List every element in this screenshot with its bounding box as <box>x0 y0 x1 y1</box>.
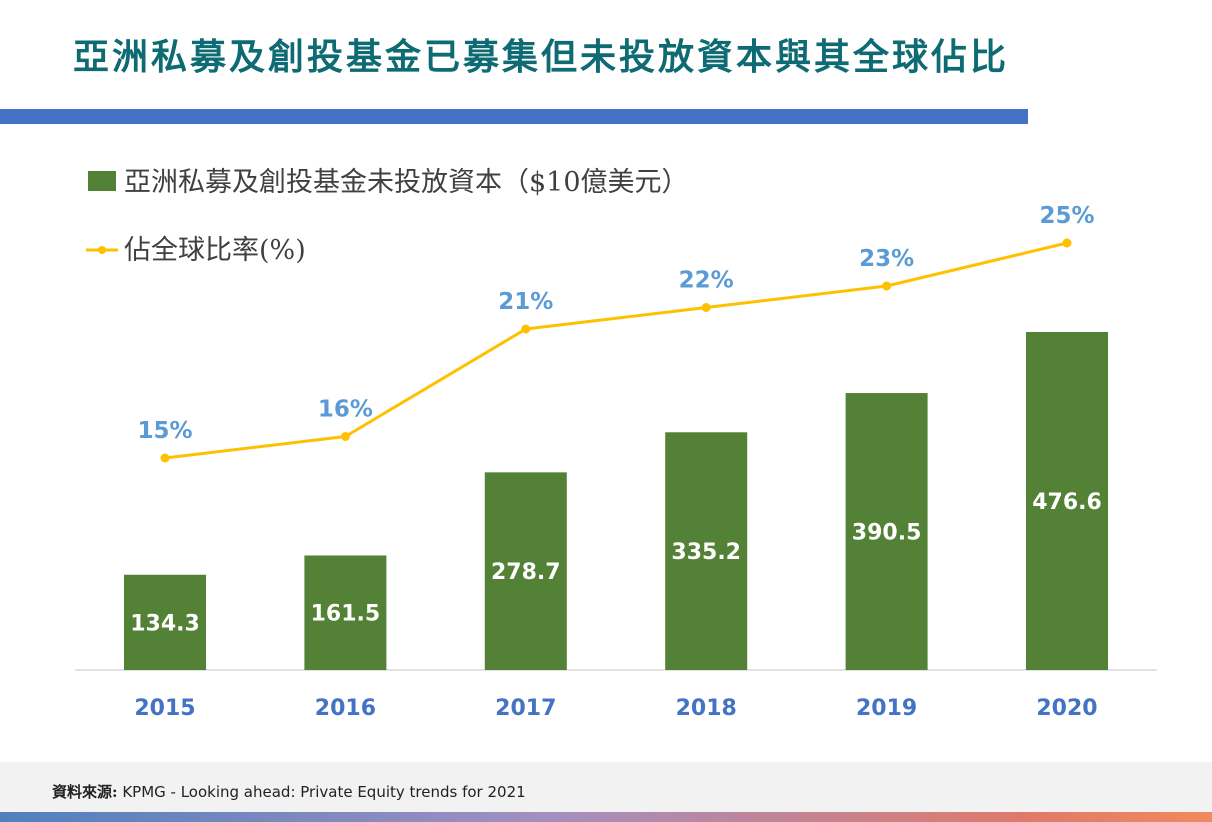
line-data-label: 22% <box>679 268 734 294</box>
bar <box>124 574 206 670</box>
footer-band <box>0 762 1212 812</box>
legend-bar-label: 亞洲私募及創投基金未投放資本（$10億美元） <box>124 167 689 198</box>
bar-data-label: 476.6 <box>1032 490 1102 515</box>
bar <box>484 472 567 670</box>
bar <box>304 555 387 670</box>
line-point <box>701 303 711 312</box>
bar <box>845 393 928 670</box>
line-point <box>1062 238 1072 248</box>
bar-series: 134.3 161.5 278.7 335.2 390.5 476.6 <box>124 332 1108 670</box>
x-tick-label: 2015 <box>134 696 195 721</box>
bottom-gradient-bar <box>0 812 1212 822</box>
legend: 亞洲私募及創投基金未投放資本（$10億美元） 佔全球比率(%) <box>86 167 689 266</box>
bar <box>665 432 748 670</box>
line-series: 15% 16% 21% 22% 23% 25% <box>137 203 1095 463</box>
x-tick-label: 2018 <box>676 696 737 721</box>
source-text: KPMG - Looking ahead: Private Equity tre… <box>117 783 526 801</box>
x-tick-label: 2017 <box>495 696 556 721</box>
legend-line-marker <box>98 246 106 254</box>
source-note: 資料來源: KPMG - Looking ahead: Private Equi… <box>52 781 526 802</box>
bar <box>1026 332 1108 670</box>
line-point <box>160 453 170 463</box>
line-point <box>340 432 350 441</box>
source-label: 資料來源: <box>52 783 118 801</box>
x-axis: 2015 2016 2017 2018 2019 2020 <box>75 669 1157 721</box>
x-tick-label: 2020 <box>1036 696 1097 721</box>
line-data-label: 16% <box>318 397 373 423</box>
legend-line-label: 佔全球比率(%) <box>124 235 306 266</box>
line-point <box>521 324 531 334</box>
title-underline-bar <box>0 109 1028 124</box>
bar-data-label: 278.7 <box>491 560 561 585</box>
legend-bar-swatch <box>88 171 116 191</box>
line-point <box>882 281 892 291</box>
line-data-label: 25% <box>1039 203 1094 229</box>
bar-data-label: 161.5 <box>311 602 381 627</box>
page-title: 亞洲私募及創投基金已募集但未投放資本與其全球佔比 <box>73 36 1010 78</box>
chart: 亞洲私募及創投基金未投放資本（$10億美元）佔全球比率(%) 2015 2016 2… <box>75 167 1157 721</box>
bar-data-label: 335.2 <box>671 540 741 565</box>
x-tick-label: 2016 <box>315 696 376 721</box>
line-data-label: 21% <box>498 289 553 315</box>
line-data-label: 15% <box>137 418 192 444</box>
x-tick-label: 2019 <box>856 696 917 721</box>
bar-data-label: 134.3 <box>130 611 200 636</box>
line-path <box>164 241 1068 460</box>
line-data-label: 23% <box>859 246 914 272</box>
bar-data-label: 390.5 <box>852 521 922 546</box>
